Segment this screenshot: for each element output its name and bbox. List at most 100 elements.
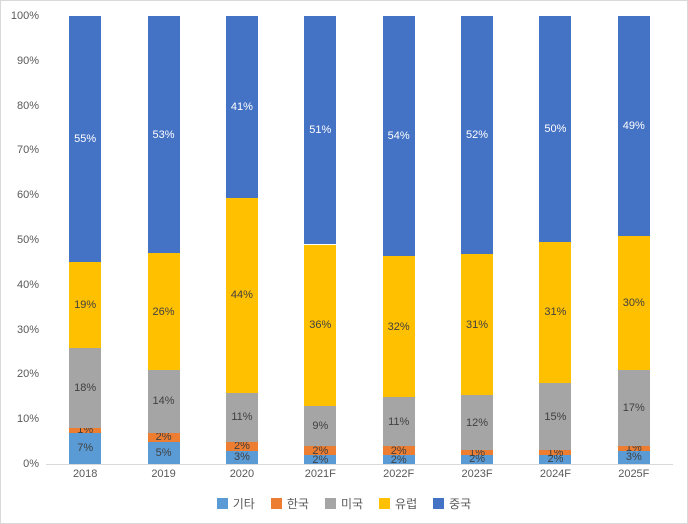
bar-segment-기타: 5% (147, 441, 180, 464)
bar-2020: 3% 2% 11% 44% 41% (225, 16, 258, 464)
data-label: 19% (74, 298, 97, 311)
legend-label: 미국 (340, 497, 364, 511)
data-label: 14% (152, 395, 175, 408)
bar-segment-미국: 18% (69, 347, 102, 429)
plot-area: 7% 1% 18% 19% 55% 5% 2% 14% 26% 53% 3% 2% 11% 44% 41% 2… (46, 16, 673, 466)
data-label: 18% (74, 381, 97, 394)
data-label: 32% (387, 320, 410, 333)
legend-item-미국: 미국 (324, 495, 364, 512)
bar-segment-중국: 54% (382, 16, 415, 256)
data-label: 52% (466, 128, 489, 141)
legend-swatch-icon (324, 498, 336, 509)
bar-segment-기타: 2% (304, 453, 337, 466)
data-label: 50% (544, 123, 567, 136)
legend-item-한국: 한국 (270, 495, 309, 512)
data-label: 2% (155, 431, 172, 444)
y-axis-tick-label: 0% (23, 458, 39, 470)
y-axis-tick-label: 70% (16, 144, 39, 157)
data-label: 31% (466, 318, 489, 331)
bar-segment-한국: 1% (461, 447, 494, 459)
data-label: 49% (622, 119, 645, 132)
legend-label: 중국 (449, 497, 472, 511)
legend-swatch-icon (216, 498, 228, 509)
bar-segment-유럽: 26% (147, 253, 180, 370)
bar-segment-중국: 41% (225, 16, 258, 198)
data-label: 41% (230, 100, 253, 113)
legend: 기타 한국 미국 유럽 중국 (1, 495, 687, 512)
legend-item-기타: 기타 (216, 495, 255, 512)
y-axis-tick-label: 80% (16, 99, 39, 112)
y-axis-tick-label: 20% (16, 368, 39, 381)
data-label: 15% (544, 410, 567, 423)
legend-swatch-icon (379, 498, 391, 509)
bar-segment-중국: 49% (617, 16, 650, 236)
x-axis-label: 2021F (304, 468, 336, 480)
bar-segment-중국: 53% (147, 16, 180, 254)
data-label: 5% (155, 446, 172, 459)
y-axis-tick-label: 50% (16, 234, 39, 246)
y-axis-tick-label: 90% (16, 54, 39, 67)
data-label: 2% (233, 440, 250, 453)
bar-segment-기타: 3% (617, 450, 650, 464)
data-label: 31% (544, 306, 567, 319)
legend-label: 한국 (286, 497, 309, 511)
data-label: 2% (312, 453, 329, 466)
y-axis-tick-label: 10% (16, 413, 39, 426)
bar-2023F: 2% 1% 12% 31% 52% (461, 16, 494, 466)
x-axis-label: 2025F (618, 468, 650, 480)
data-label: 36% (309, 319, 332, 332)
data-label: 3% (233, 451, 250, 464)
bar-segment-미국: 9% (304, 405, 337, 447)
legend-swatch-icon (270, 498, 282, 509)
x-axis-label: 2022F (383, 468, 415, 480)
data-label: 53% (152, 128, 175, 141)
bar-segment-중국: 51% (304, 16, 337, 245)
bar-segment-한국: 1% (539, 447, 572, 459)
bar-segment-중국: 50% (539, 16, 572, 243)
bar-segment-미국: 15% (539, 382, 572, 451)
bar-2018: 7% 1% 18% 19% 55% (69, 16, 102, 464)
x-axis-label: 2018 (72, 468, 98, 480)
data-label: 3% (625, 451, 642, 464)
x-axis-label: 2020 (229, 468, 255, 480)
data-label: 2% (469, 453, 486, 466)
bar-segment-기타: 2% (382, 454, 415, 466)
data-label: 2% (547, 453, 564, 466)
bar-segment-중국: 55% (69, 16, 102, 263)
legend-item-중국: 중국 (433, 495, 471, 512)
legend-item-유럽: 유럽 (379, 495, 417, 512)
bar-segment-미국: 17% (617, 369, 650, 447)
bar-segment-미국: 14% (147, 369, 180, 433)
bar-segment-기타: 2% (539, 453, 572, 466)
bar-segment-기타: 7% (69, 432, 102, 464)
legend-label: 기타 (232, 497, 255, 511)
bar-segment-유럽: 32% (382, 255, 415, 398)
bar-2025F: 3% 1% 17% 30% 49% (617, 16, 650, 464)
data-label: 11% (388, 415, 410, 428)
data-label: 12% (466, 416, 489, 429)
bar-segment-유럽: 31% (539, 242, 572, 383)
x-axis-label: 2019 (151, 468, 176, 480)
bar-2021F: 2% 2% 9% 36% 51% (304, 16, 337, 466)
bar-segment-유럽: 19% (69, 262, 102, 348)
bar-segment-한국: 1% (617, 442, 650, 454)
data-label: 26% (152, 305, 175, 318)
y-axis-tick-label: 100% (10, 10, 39, 22)
data-label: 55% (74, 133, 97, 146)
bar-segment-기타: 3% (225, 450, 258, 464)
y-axis: 100% 90% 80% 70% 60% 50% 40% 30% 20% 10% 0% (1, 1, 41, 523)
legend-swatch-icon (433, 498, 445, 509)
data-label: 2% (312, 444, 329, 457)
data-label: 51% (309, 124, 332, 137)
data-label: 11% (231, 411, 253, 424)
bar-segment-유럽: 44% (225, 197, 258, 394)
x-axis: 2018 2019 2020 2021F 2022F 2023F 2024F 2025F (46, 468, 673, 484)
bar-segment-한국: 2% (225, 440, 258, 453)
data-label: 44% (230, 289, 253, 302)
bar-segment-한국: 1% (69, 424, 102, 436)
legend-label: 유럽 (395, 497, 418, 511)
bar-segment-유럽: 36% (304, 244, 337, 406)
bar-segment-미국: 12% (461, 395, 494, 451)
bar-segment-유럽: 30% (617, 235, 650, 370)
